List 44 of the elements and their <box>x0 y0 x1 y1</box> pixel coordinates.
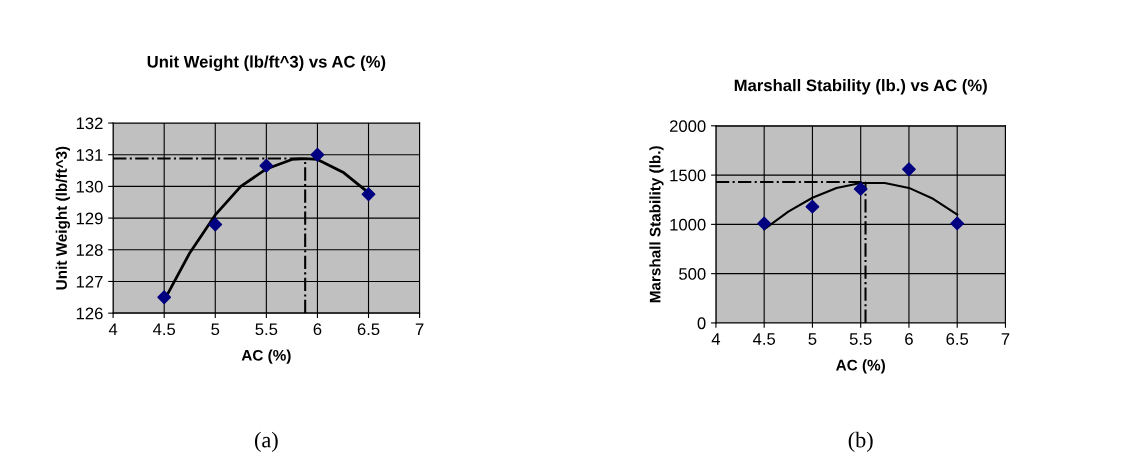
x-tick-label: 5 <box>808 333 817 345</box>
point <box>805 199 820 214</box>
point <box>902 162 916 177</box>
x-tick-label: 4.5 <box>152 323 176 336</box>
x-tick-label: 6 <box>313 323 322 336</box>
point <box>310 147 325 162</box>
y-tick-label: 0 <box>697 317 706 330</box>
chart-title: Unit Weight (lb/ft^3) vs AC (%) <box>147 55 386 71</box>
x-tick-label: 4.5 <box>752 333 776 345</box>
y-tick-label: 127 <box>76 275 103 288</box>
x-tick-label: 5.5 <box>255 323 278 336</box>
y-axis-title: Marshall Stability (lb.) <box>649 146 664 303</box>
point <box>757 216 772 231</box>
point <box>361 187 376 202</box>
x-tick-label: 4 <box>711 333 721 345</box>
x-tick-label: 5.5 <box>849 333 872 345</box>
point <box>208 217 223 232</box>
y-tick-label: 130 <box>76 180 103 193</box>
point <box>950 216 965 231</box>
x-axis-title: AC (%) <box>836 359 885 374</box>
x-tick-label: 6.5 <box>946 333 969 345</box>
y-tick-label: 129 <box>76 212 103 225</box>
y-tick-label: 2000 <box>669 120 706 133</box>
point <box>157 290 172 305</box>
y-tick-label: 1500 <box>670 169 706 182</box>
point <box>259 158 274 173</box>
y-tick-label: 126 <box>76 307 103 320</box>
x-tick-label: 6.5 <box>357 323 380 336</box>
y-tick-label: 132 <box>76 117 103 130</box>
y-tick-label: 128 <box>76 244 103 256</box>
x-tick-label: 7 <box>415 323 424 335</box>
text: (b) <box>848 431 873 453</box>
point <box>853 181 868 196</box>
chart-title: Marshall Stability (lb.) vs AC (%) <box>734 79 987 95</box>
y-tick-label: 500 <box>679 268 706 280</box>
x-tick-label: 7 <box>1001 333 1010 345</box>
x-axis-title: AC (%) <box>241 349 291 364</box>
x-tick-label: 4 <box>108 323 118 335</box>
y-tick-label: 131 <box>76 149 103 161</box>
x-tick-label: 5 <box>211 323 220 336</box>
text: (a) <box>254 431 278 453</box>
y-tick-label: 1000 <box>670 218 706 231</box>
y-axis-title: Unit Weight (lb/ft^3) <box>55 146 71 290</box>
x-tick-label: 6 <box>905 333 913 345</box>
